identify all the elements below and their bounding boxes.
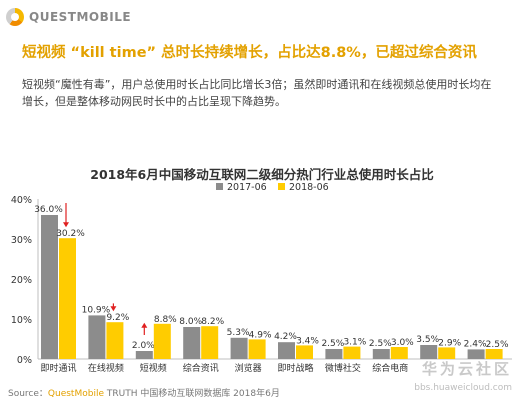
data-label-2018-06-8: 2.9% — [438, 338, 461, 348]
legend-label-2017: 2017-06 — [227, 182, 267, 193]
description: 短视频“魔性有毒”，用户总使用时长占比同比增长3倍；虽然即时通讯和在线视频总使用… — [22, 78, 492, 108]
data-label-2017-06-6: 2.5% — [321, 339, 344, 349]
data-label-2017-06-9: 2.4% — [464, 339, 487, 349]
logo-text: QUESTMOBILE — [29, 10, 132, 24]
data-label-2017-06-5: 4.2% — [274, 332, 297, 342]
data-label-2018-06-6: 3.1% — [343, 338, 366, 348]
trend-arrow-1-head — [110, 306, 117, 312]
data-label-2017-06-2: 2.0% — [132, 341, 155, 351]
questmobile-logo: QUESTMOBILE — [6, 6, 131, 28]
bar-2017-06-3 — [183, 327, 201, 359]
y-tick-label: 10% — [11, 315, 32, 326]
source-label: Source： — [8, 389, 48, 399]
bar-2017-06-6 — [325, 349, 343, 359]
data-label-2018-06-4: 4.9% — [249, 330, 272, 340]
data-label-2017-06-7: 2.5% — [369, 339, 392, 349]
data-label-2017-06-4: 5.3% — [227, 328, 250, 338]
trend-arrow-0-head — [63, 222, 69, 228]
data-label-2018-06-2: 8.8% — [154, 315, 177, 325]
chart-title: 2018年6月中国移动互联网二级细分热门行业总使用时长占比 — [90, 167, 434, 182]
bar-2017-06-7 — [372, 349, 390, 359]
bar-2018-06-8 — [438, 347, 456, 359]
legend-swatch-2017 — [216, 183, 223, 190]
y-tick-label: 20% — [11, 275, 32, 286]
x-tick-label-0: 即时通讯 — [40, 362, 76, 374]
x-tick-label-4: 浏览器 — [235, 362, 262, 374]
data-label-2018-06-1: 9.2% — [106, 313, 129, 323]
y-tick-label: 30% — [11, 235, 32, 246]
y-tick-label: 0% — [17, 355, 32, 366]
data-label-2018-06-9: 2.5% — [486, 340, 509, 350]
legend-label-2018: 2018-06 — [289, 182, 329, 193]
data-label-2017-06-8: 3.5% — [416, 335, 439, 345]
data-label-2018-06-5: 3.4% — [296, 336, 319, 346]
data-label-2018-06-7: 3.0% — [391, 338, 414, 348]
watermark-text: 华为云社区 — [421, 360, 512, 378]
bar-2017-06-8 — [420, 345, 438, 359]
bar-2018-06-0 — [59, 238, 76, 359]
legend-swatch-2018 — [278, 183, 285, 190]
bar-2018-06-6 — [343, 346, 361, 359]
bar-2018-06-5 — [296, 345, 313, 359]
watermark-url: bbs.huaweicloud.com — [414, 383, 512, 393]
bar-2018-06-4 — [248, 339, 266, 359]
data-label-2017-06-0: 36.0% — [34, 205, 63, 215]
y-tick-label: 40% — [11, 195, 32, 206]
bar-2018-06-7 — [390, 347, 408, 359]
data-label-2017-06-3: 8.0% — [179, 317, 202, 327]
bar-2017-06-0 — [41, 215, 58, 359]
source-rest: TRUTH 中国移动互联网数据库 2018年6月 — [104, 389, 280, 399]
bar-2017-06-9 — [467, 349, 485, 359]
bar-2017-06-5 — [278, 342, 295, 359]
bar-2018-06-2 — [153, 323, 171, 359]
data-label-2018-06-0: 30.2% — [56, 229, 85, 239]
questmobile-logo-icon — [6, 8, 24, 26]
watermark: 华为云社区 bbs.huaweicloud.com — [414, 358, 512, 393]
bar-2018-06-1 — [106, 322, 124, 359]
source-note: Source：QuestMobile TRUTH 中国移动互联网数据库 2018… — [8, 386, 280, 399]
data-label-2018-06-3: 8.2% — [201, 317, 224, 327]
trend-arrow-2-head — [141, 322, 148, 328]
x-tick-label-6: 微博社交 — [325, 362, 361, 374]
bar-2017-06-1 — [88, 315, 106, 359]
headline: 短视频 “kill time” 总时长持续增长，占比达8.8%，已超过综合资讯 — [22, 45, 477, 61]
x-tick-label-7: 综合电商 — [372, 362, 408, 374]
x-tick-label-5: 即时战略 — [277, 362, 313, 374]
x-tick-label-3: 综合资讯 — [183, 362, 219, 374]
bar-2017-06-2 — [135, 351, 153, 359]
x-tick-label-1: 在线视频 — [88, 362, 124, 374]
bar-2018-06-3 — [201, 326, 219, 359]
data-label-2017-06-1: 10.9% — [82, 305, 111, 315]
source-brand: QuestMobile — [47, 389, 104, 399]
bar-2017-06-4 — [230, 337, 248, 359]
bar-2018-06-9 — [485, 349, 503, 359]
x-tick-label-2: 短视频 — [140, 362, 167, 374]
